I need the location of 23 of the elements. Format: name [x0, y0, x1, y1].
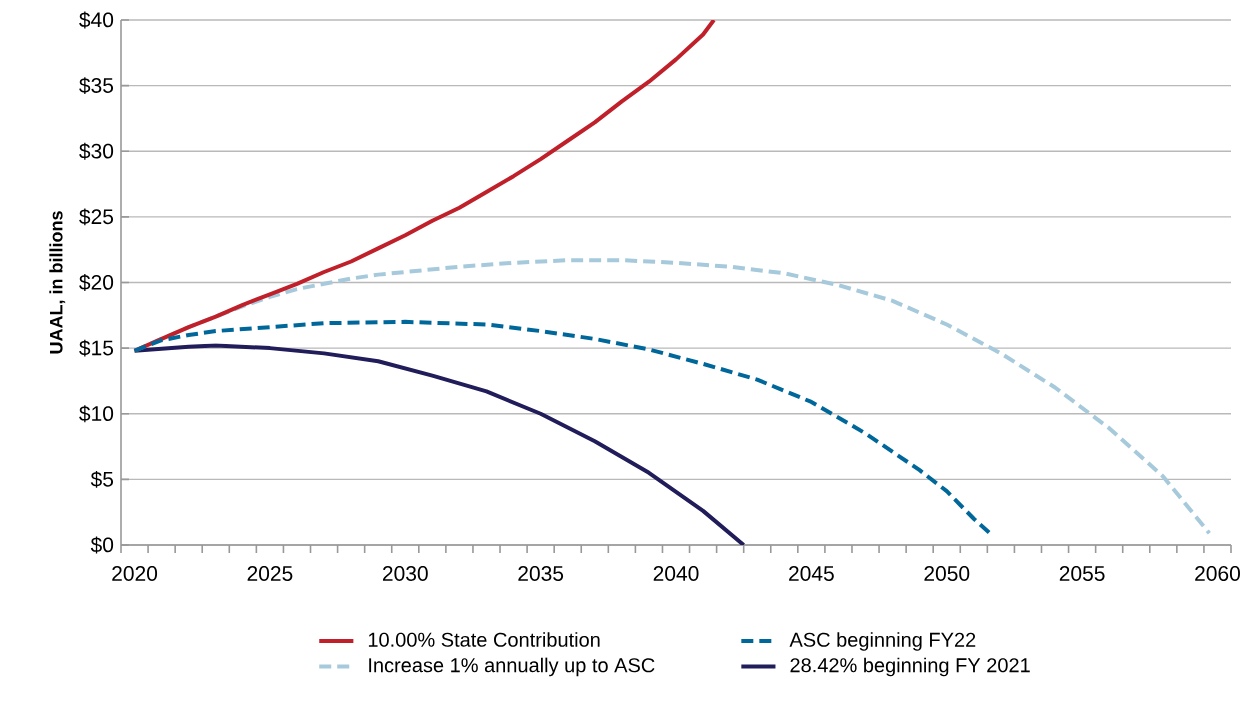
x-tick-label: 2045 — [789, 566, 834, 581]
y-tick-label: $25 — [79, 208, 114, 226]
legend-label: ASC beginning FY22 — [789, 632, 976, 651]
legend-label: 10.00% State Contribution — [368, 632, 600, 647]
y-tick-label: $10 — [79, 405, 114, 423]
y-tick-label: $5 — [90, 470, 114, 488]
y-tick-label: $40 — [79, 11, 114, 29]
y-tick-label: $20 — [79, 274, 114, 291]
x-tick-label: 2050 — [924, 566, 970, 581]
x-tick-label: 2025 — [247, 566, 293, 581]
x-tick-label: 2030 — [382, 566, 428, 581]
x-tick-label: 2035 — [518, 566, 564, 581]
y-tick-label: $30 — [79, 142, 114, 160]
x-tick-label: 2060 — [1195, 566, 1240, 581]
x-tick-label: 2040 — [653, 566, 699, 581]
x-tick-label: 2055 — [1059, 566, 1105, 581]
y-tick-label: $0 — [90, 536, 114, 554]
legend-label: 28.42% beginning FY 2021 — [790, 657, 1030, 677]
legend-label: Increase 1% annually up to ASC — [369, 657, 655, 677]
y-axis-title: UAAL, in billions — [49, 211, 66, 354]
x-tick-label: 2020 — [112, 566, 158, 581]
y-tick-label: $15 — [79, 339, 114, 357]
y-tick-label: $35 — [79, 77, 114, 95]
